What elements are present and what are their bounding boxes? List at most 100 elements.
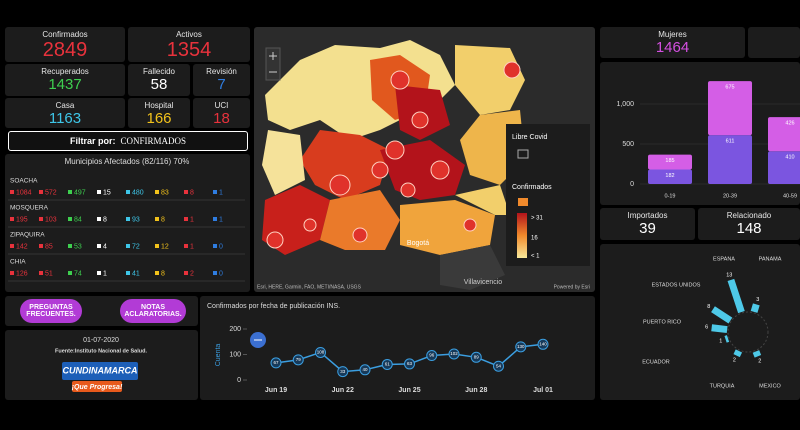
row-icon: [10, 190, 14, 194]
map-markers: [266, 61, 521, 249]
stat-card: [748, 27, 800, 58]
radial-bar: [733, 349, 743, 358]
card-value: 166: [146, 110, 172, 127]
map-attribution: Esri, HERE, Garmin, FAO, METI/NASA, USGS: [257, 284, 362, 290]
row-icon: [10, 244, 14, 248]
card-value: 1437: [48, 76, 82, 93]
row-value: 0: [219, 243, 223, 250]
marker: [430, 160, 450, 180]
legend-swatch: [518, 198, 528, 206]
region: [262, 130, 305, 195]
y-tick-label: 200: [229, 326, 241, 333]
row-icon: [126, 244, 130, 248]
filter-value: CONFIRMADOS: [120, 136, 187, 146]
radial-panel: [600, 244, 800, 400]
point-label: 40: [362, 367, 368, 372]
point: [315, 346, 326, 358]
row-icon: [97, 271, 101, 275]
bar-chart-panel: [600, 62, 800, 205]
point-label: 130: [517, 344, 525, 349]
y-tick-label: 500: [622, 141, 634, 148]
row-value: 195: [16, 216, 28, 223]
radial-value: 8: [707, 304, 710, 310]
stat-card: Hospital 166: [128, 98, 190, 128]
row-icon: [213, 244, 217, 248]
legend-label: > 31: [531, 216, 544, 222]
point: [470, 351, 482, 363]
filter-box[interactable]: Filtrar por: CONFIRMADOS: [8, 131, 248, 151]
radial-label: PUERTO RICO: [643, 319, 682, 325]
card-label: UCI: [214, 101, 229, 110]
radial-bar: [727, 278, 745, 314]
logo-text: CUNDINAMARCA: [63, 365, 138, 375]
stat-card: Confirmados 2849: [5, 27, 125, 62]
point-label: 102: [450, 351, 458, 356]
point-label: 54: [496, 363, 502, 368]
stat-card: Fallecido 58: [128, 64, 190, 96]
row-icon: [155, 244, 159, 248]
card-value: 1163: [48, 110, 82, 127]
row-value: 8: [161, 216, 165, 223]
row-icon: [39, 244, 43, 248]
row-icon: [97, 190, 101, 194]
point: [337, 366, 349, 378]
row-icon: [126, 217, 130, 221]
row-value: 8: [103, 216, 107, 223]
row-value: 41: [132, 270, 140, 277]
row-value: 72: [132, 243, 140, 250]
point-label: 79: [296, 357, 302, 362]
card-value: 148: [736, 220, 762, 237]
faq-button[interactable]: PREGUNTAS FRECUENTES.: [20, 299, 82, 323]
map-powered: Powered by Esri: [554, 284, 590, 290]
radial-label: ECUADOR: [642, 359, 670, 365]
point-label: 63: [407, 361, 413, 366]
city-label: Villavicencio: [464, 279, 502, 286]
card-value: 2849: [42, 39, 88, 61]
row-value: 2: [190, 270, 194, 277]
legend-label: 16: [531, 236, 538, 242]
row-value: 1084: [16, 189, 32, 196]
row-value: 12: [161, 243, 169, 250]
card-label: Relacionado: [726, 211, 772, 220]
radial-value: 3: [756, 297, 759, 303]
date: 01-07-2020: [83, 337, 119, 344]
legend-label: < 1: [531, 254, 540, 260]
row-icon: [68, 244, 72, 248]
bar: [768, 117, 800, 152]
notes-button[interactable]: NOTAS ACLARATORIAS.: [120, 299, 186, 323]
row-value: 83: [161, 189, 169, 196]
row-value: 1: [190, 216, 194, 223]
row-name: MOSQUERA: [10, 205, 49, 212]
bar: [648, 154, 692, 170]
line-chart-panel: [200, 296, 595, 400]
marker: [352, 227, 368, 243]
row-value: 53: [74, 243, 82, 250]
row-value: 74: [74, 270, 82, 277]
bar-label: 410: [785, 155, 794, 161]
radial-label: ESTADOS UNIDOS: [652, 282, 701, 288]
x-tick-label: Jun 22: [332, 387, 354, 394]
row-value: 103: [45, 216, 57, 223]
logo-subtext: ¡Que Progresa!: [72, 384, 123, 391]
row-value: 8: [161, 270, 165, 277]
row-value: 1: [190, 243, 194, 250]
x-tick-label: Jun 28: [465, 387, 487, 394]
card-label: Importados: [627, 211, 668, 220]
legend-swatch: [517, 149, 529, 159]
bar-label: 426: [785, 121, 794, 127]
point: [292, 354, 304, 366]
region: [320, 190, 400, 250]
row-value: 15: [103, 189, 111, 196]
row-name: CHIA: [10, 259, 26, 266]
point-label: 33: [340, 369, 346, 374]
marker: [390, 70, 410, 90]
point: [448, 348, 460, 360]
radial-bar: [711, 306, 733, 324]
row-icon: [97, 244, 101, 248]
legend-title: Confirmados: [512, 184, 552, 191]
marker: [329, 174, 351, 196]
row-value: 126: [16, 270, 28, 277]
x-tick-label: Jun 25: [398, 387, 420, 394]
